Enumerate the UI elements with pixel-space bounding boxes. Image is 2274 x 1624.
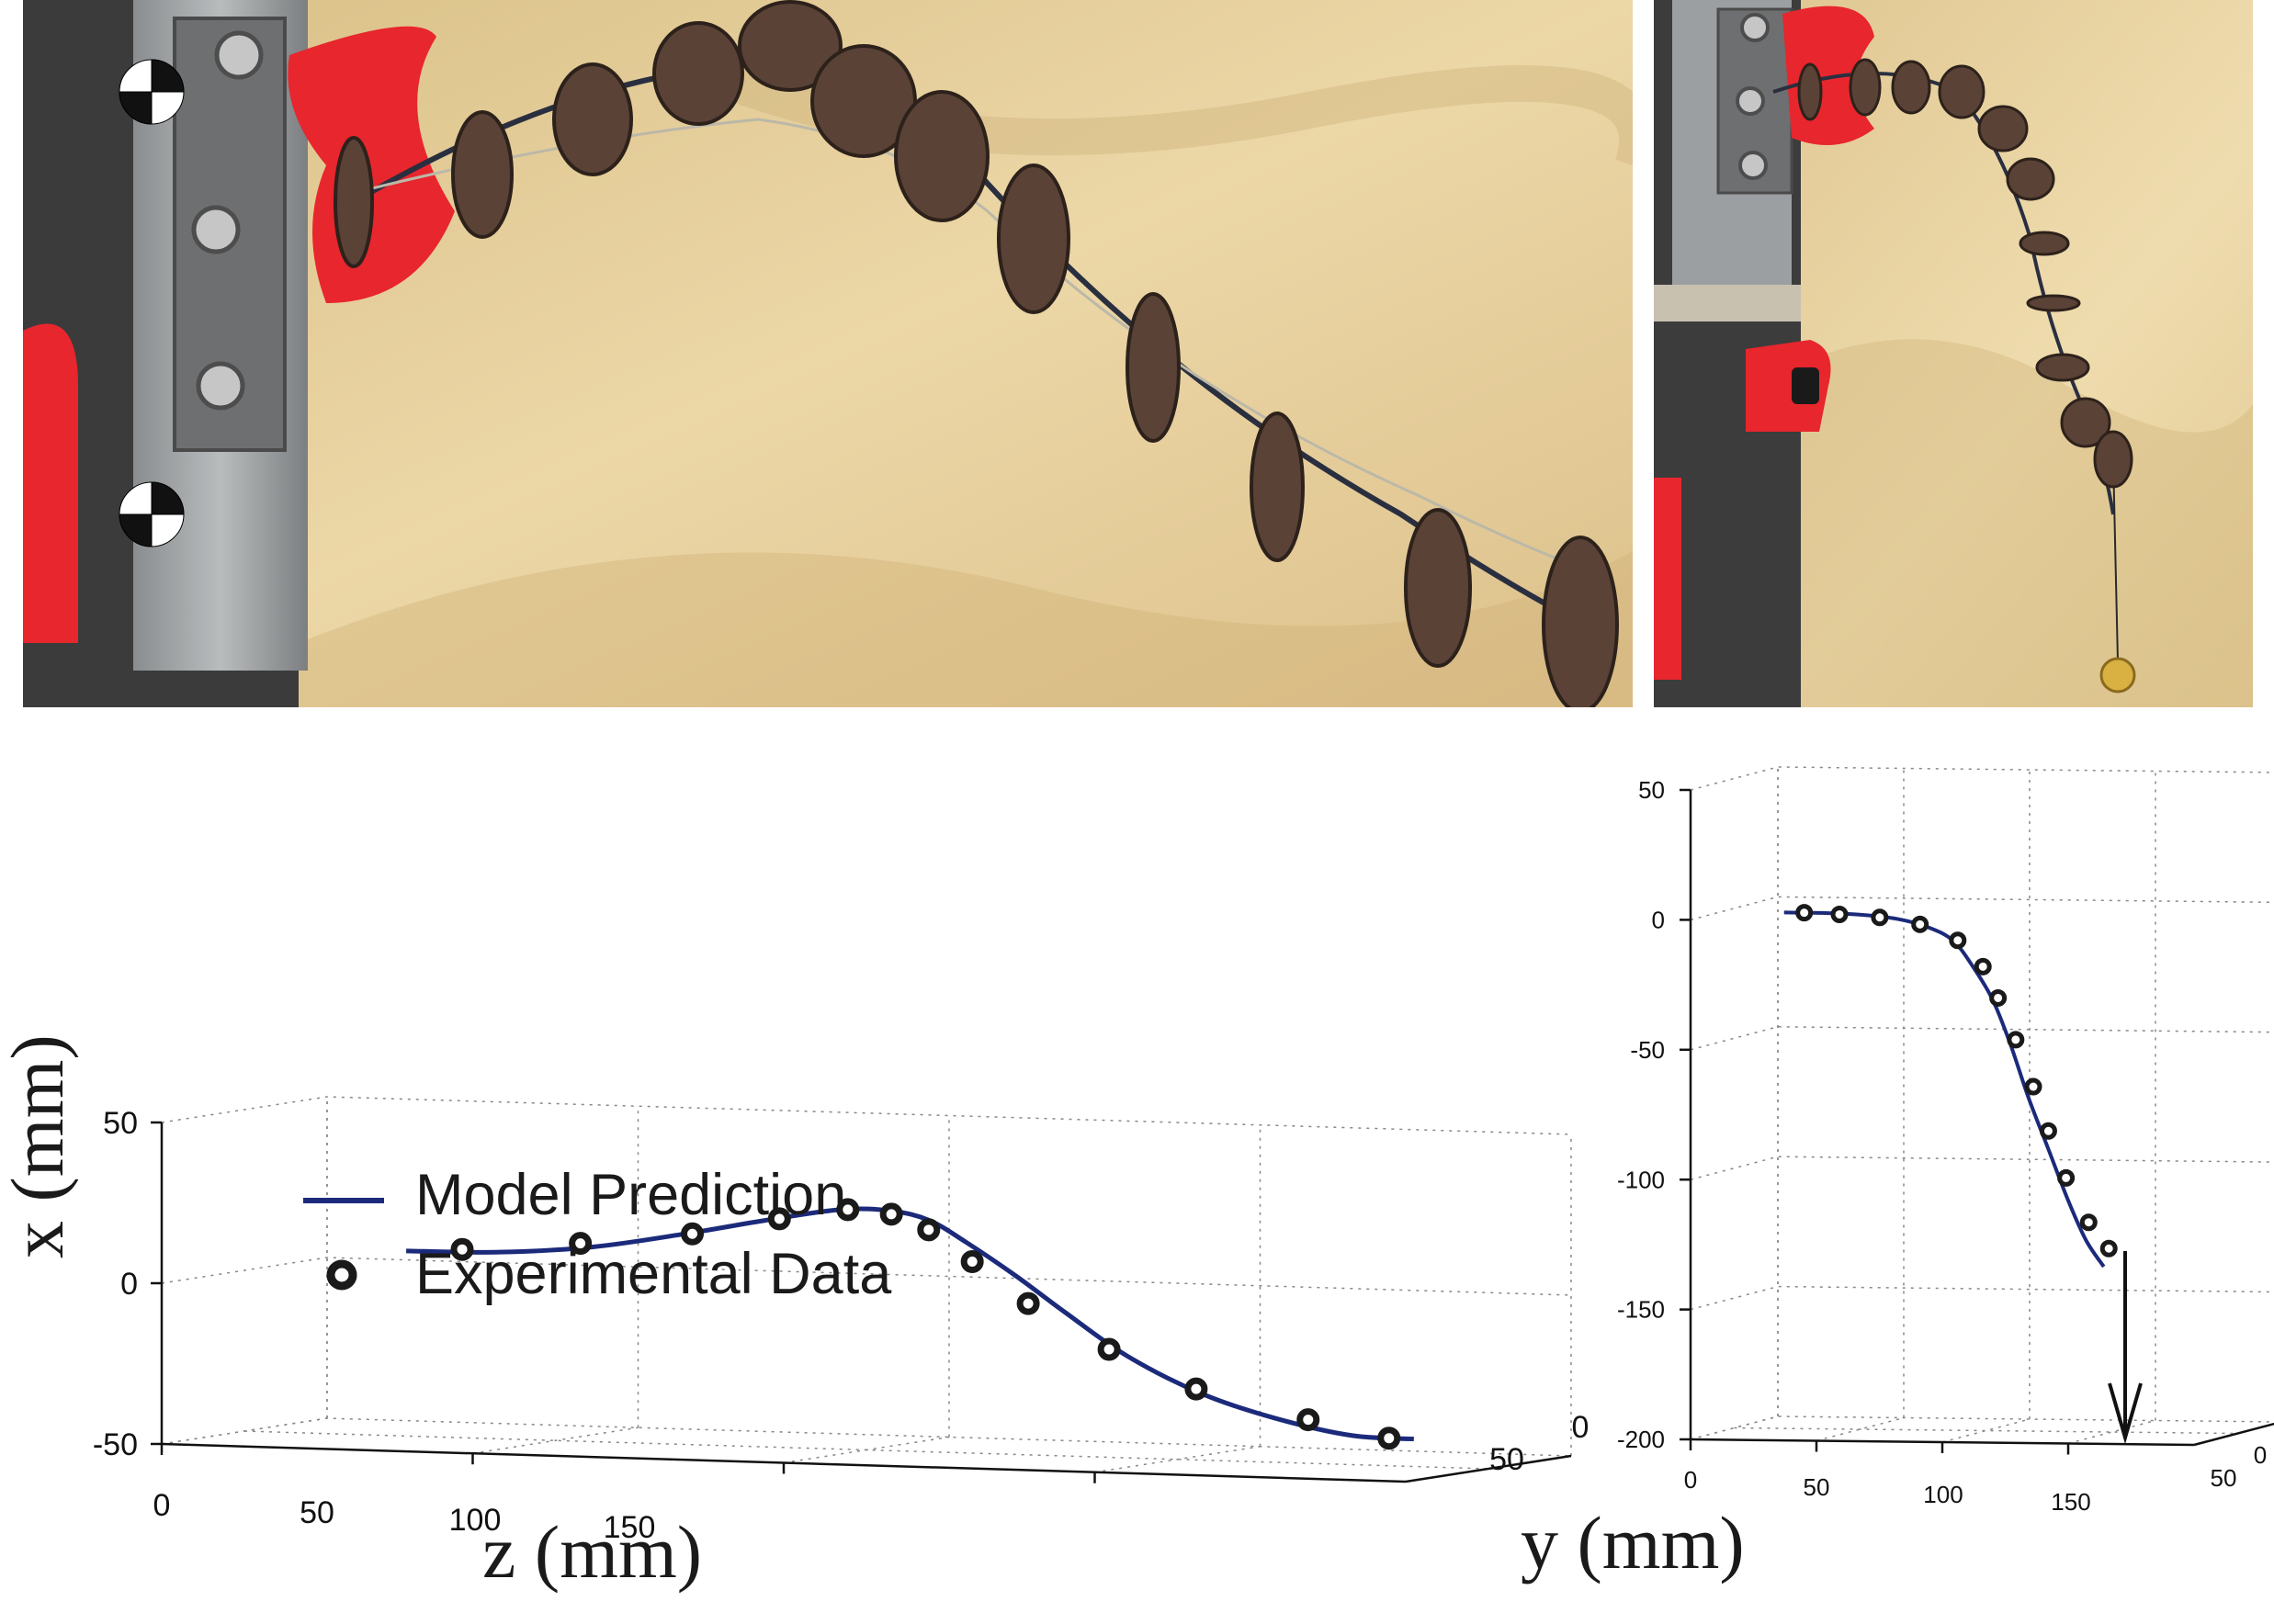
data-point bbox=[450, 1237, 474, 1261]
data-point bbox=[2099, 1239, 2118, 1257]
chart-left-ylabel: x (mm) bbox=[0, 1034, 79, 1258]
data-point bbox=[1097, 1337, 1121, 1361]
data-point bbox=[1016, 1291, 1040, 1315]
chart-left: 50 0 -50 0 50 100 150 50 0 Model Prediction Expe… bbox=[0, 1034, 1745, 1594]
chart-right-tick-labels: 50 0 -50 -100 -150 -200 0 50 100 150 50 0 bbox=[1617, 776, 2267, 1516]
chart-right: 50 0 -50 -100 -150 -200 0 50 100 150 50 0 bbox=[1617, 766, 2274, 1516]
y-tick-label: 0 bbox=[120, 1267, 138, 1302]
data-point bbox=[1184, 1377, 1208, 1401]
y-tick-label: -50 bbox=[93, 1427, 138, 1462]
chart-left-data-points bbox=[450, 1198, 1401, 1450]
y-tick-label: -200 bbox=[1617, 1426, 1665, 1453]
chart-right-axes bbox=[1680, 788, 2274, 1455]
x-tick-label: 100 bbox=[449, 1503, 502, 1538]
x-tick-label: 150 bbox=[604, 1510, 656, 1545]
data-point bbox=[879, 1202, 903, 1226]
x-tick-label: 50 bbox=[1804, 1473, 1830, 1501]
data-point bbox=[1949, 931, 1967, 950]
data-point bbox=[1795, 904, 1814, 922]
chart-left-model-line bbox=[406, 1206, 1414, 1442]
data-point bbox=[1296, 1408, 1320, 1432]
chart-left-xlabel: z (mm) bbox=[482, 1510, 702, 1594]
chart-left-tick-labels: 50 0 -50 0 50 100 150 50 0 bbox=[93, 1106, 1590, 1545]
x-tick-label: 150 bbox=[2051, 1488, 2090, 1516]
y-tick-label: 50 bbox=[1638, 776, 1665, 804]
x-tick-label: 0 bbox=[153, 1488, 171, 1523]
data-point bbox=[917, 1218, 941, 1242]
data-point bbox=[1830, 905, 1849, 923]
chart-right-data-points bbox=[1795, 904, 2118, 1257]
x-tick-label: 0 bbox=[1684, 1466, 1697, 1494]
legend-data-marker bbox=[326, 1259, 357, 1291]
data-point bbox=[2057, 1168, 2076, 1187]
chart-right-grid bbox=[1690, 766, 2274, 1446]
chart-left-axes bbox=[151, 1121, 1572, 1483]
data-point bbox=[1989, 988, 2008, 1007]
charts-svg: 50 0 -50 0 50 100 150 50 0 Model Prediction Expe… bbox=[0, 766, 2274, 1594]
charts-area: 50 0 -50 0 50 100 150 50 0 Model Prediction Expe… bbox=[0, 707, 2274, 1619]
chart-left-legend: Model Prediction Experimental Data bbox=[303, 1163, 892, 1306]
data-point bbox=[767, 1207, 791, 1231]
y-tick-label: 0 bbox=[1652, 907, 1665, 934]
x-tick-label: 50 bbox=[300, 1495, 334, 1530]
y-tick-label: -100 bbox=[1617, 1166, 1665, 1193]
data-point bbox=[1911, 915, 1929, 933]
photo-right bbox=[1654, 0, 2253, 707]
photo-left bbox=[23, 0, 1633, 707]
chart-right-model-line bbox=[1783, 910, 2106, 1269]
data-point bbox=[2079, 1213, 2098, 1232]
chart-left-grid bbox=[161, 1096, 1572, 1483]
y-tick-label: -150 bbox=[1617, 1296, 1665, 1324]
y-tick-label: 50 bbox=[103, 1106, 138, 1141]
data-point bbox=[1974, 957, 1992, 976]
downward-arrow-icon bbox=[2108, 1251, 2143, 1445]
legend-model-label: Model Prediction bbox=[415, 1163, 846, 1227]
data-point bbox=[681, 1222, 705, 1246]
chart-left-zlabel: y (mm) bbox=[1521, 1501, 1745, 1585]
data-point bbox=[2007, 1031, 2025, 1049]
robot-arm-photo-unloaded bbox=[23, 0, 1633, 707]
z-tick-label: 0 bbox=[2254, 1441, 2267, 1469]
robot-arm-photo-loaded bbox=[1654, 0, 2253, 707]
legend-data-label: Experimental Data bbox=[415, 1242, 892, 1306]
z-tick-label: 0 bbox=[1572, 1410, 1590, 1445]
z-tick-label: 50 bbox=[2211, 1464, 2237, 1492]
data-point bbox=[1377, 1427, 1401, 1450]
data-point bbox=[569, 1232, 593, 1256]
data-point bbox=[2039, 1122, 2057, 1140]
z-tick-label: 50 bbox=[1489, 1442, 1524, 1477]
data-point bbox=[1871, 908, 1889, 927]
data-point bbox=[2024, 1077, 2042, 1096]
data-point bbox=[836, 1198, 860, 1222]
data-point bbox=[960, 1250, 984, 1274]
y-tick-label: -50 bbox=[1630, 1036, 1665, 1064]
x-tick-label: 100 bbox=[1923, 1481, 1963, 1508]
